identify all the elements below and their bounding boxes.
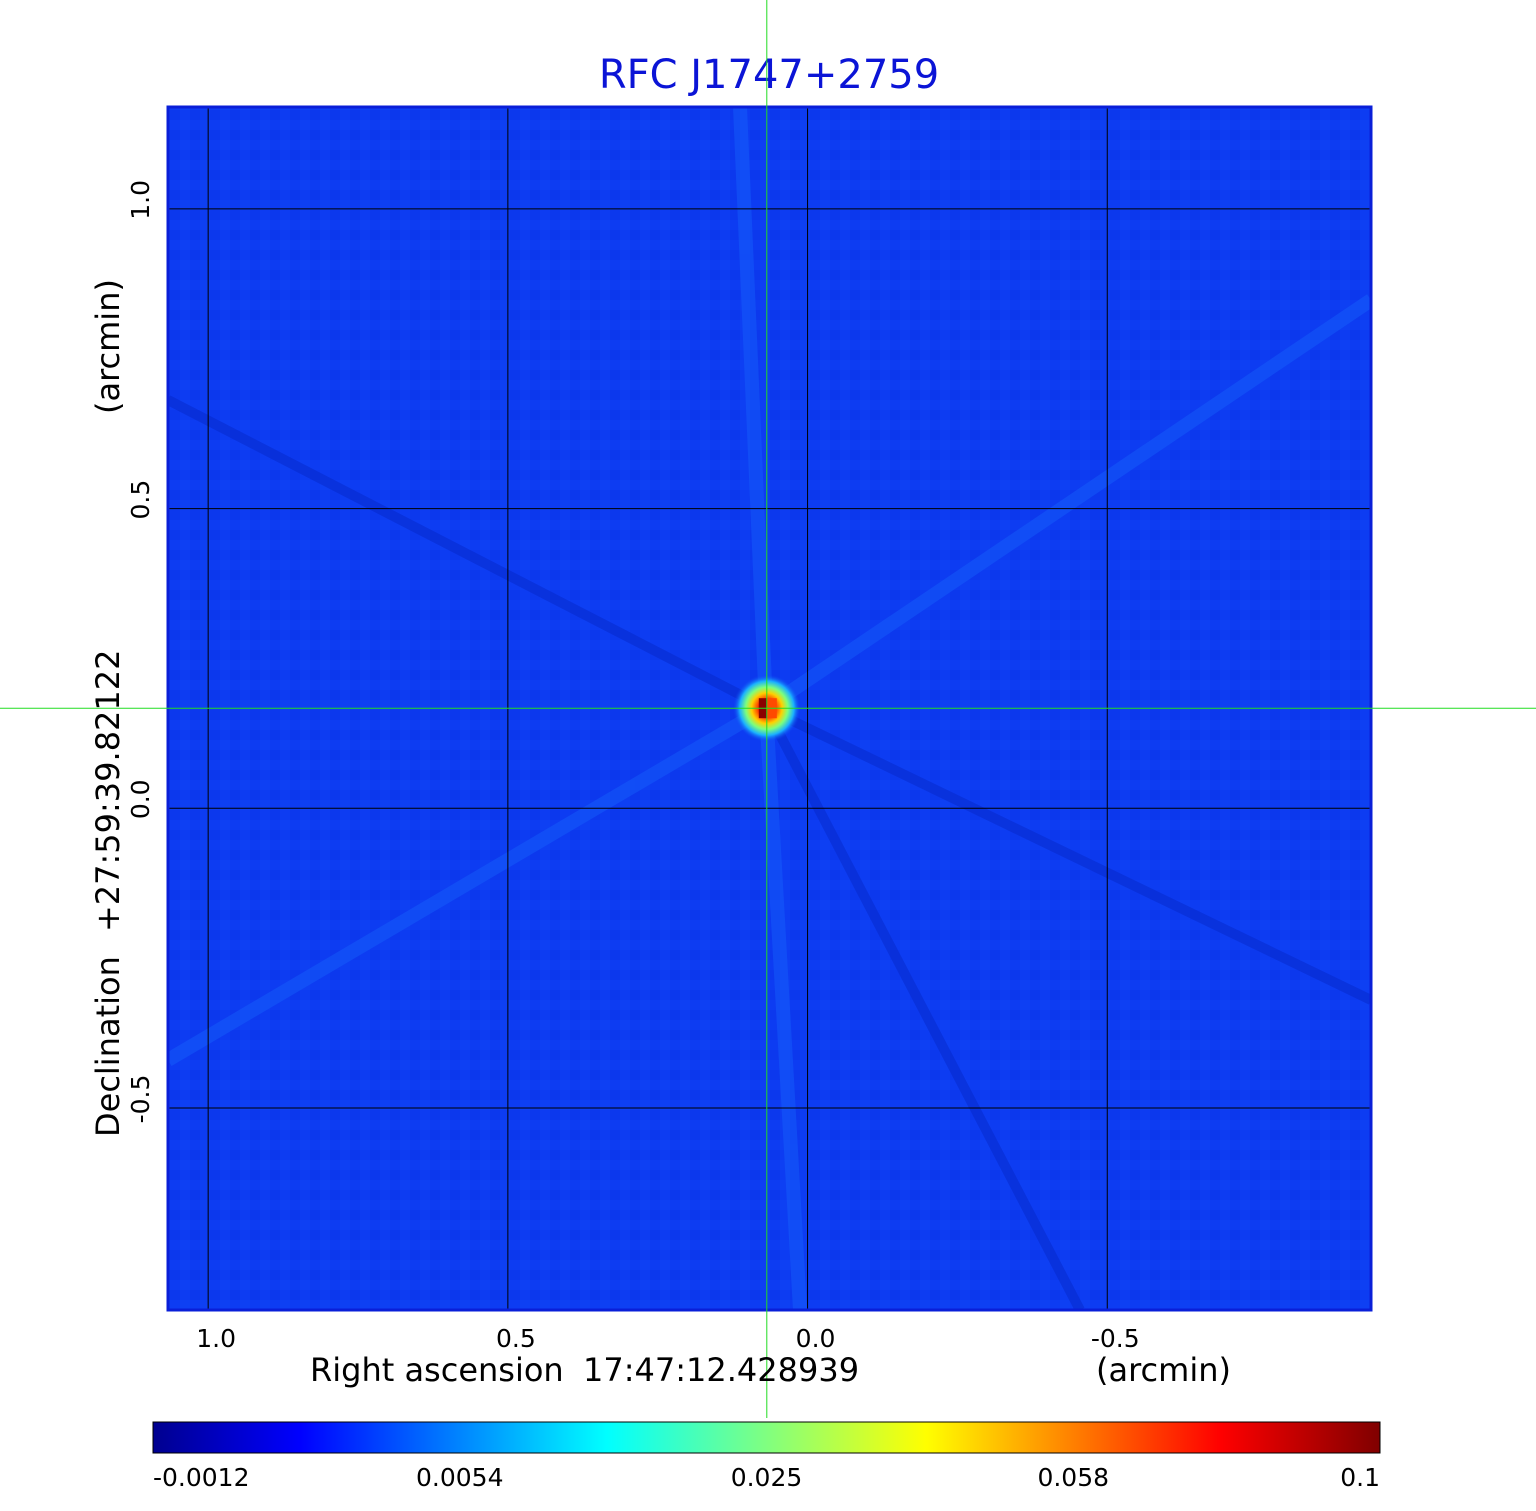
x-tick-label: 1.0 [196,1324,236,1353]
x-axis-unit: (arcmin) [1096,1351,1231,1389]
y-tick-label: 0.5 [126,480,155,520]
x-axis-label: Right ascension 17:47:12.428939 (arcmin) [310,1351,1231,1389]
crosshair [0,0,1536,1418]
colorbar-tick-label: 0.1 [1340,1463,1380,1492]
y-axis-center-coordinate: +27:59:39.82122 [89,650,127,933]
x-tick-label: 0.0 [796,1324,836,1353]
colorbar-tick-label: 0.058 [1037,1463,1109,1492]
y-axis-unit: (arcmin) [89,279,127,414]
y-tick-label: 1.0 [126,180,155,220]
x-tick-labels: 1.0 0.5 0.0 -0.5 [196,1324,1139,1353]
x-tick-label: -0.5 [1091,1324,1140,1353]
x-tick-label: 0.5 [496,1324,536,1353]
colorbar-tick-label: 0.0054 [416,1463,503,1492]
y-tick-label: -0.5 [126,1075,155,1124]
chart-title: RFC J1747+2759 [599,52,939,98]
colorbar-tick-labels: -0.0012 0.0054 0.025 0.058 0.1 [153,1463,1380,1492]
colorbar-tick-label: 0.025 [731,1463,803,1492]
colorbar-tick-label: -0.0012 [153,1463,250,1492]
colorbar-gradient [152,1421,1381,1454]
y-tick-labels: 1.0 0.5 0.0 -0.5 [126,180,155,1123]
y-axis-prefix: Declination [89,956,127,1137]
y-axis-label: Declination +27:59:39.82122 (arcmin) [89,279,127,1137]
colorbar: -0.0012 0.0054 0.025 0.058 0.1 [152,1421,1381,1492]
x-axis-prefix: Right ascension [310,1351,564,1389]
x-axis-center-coordinate: 17:47:12.428939 [583,1351,859,1389]
y-tick-label: 0.0 [126,779,155,819]
